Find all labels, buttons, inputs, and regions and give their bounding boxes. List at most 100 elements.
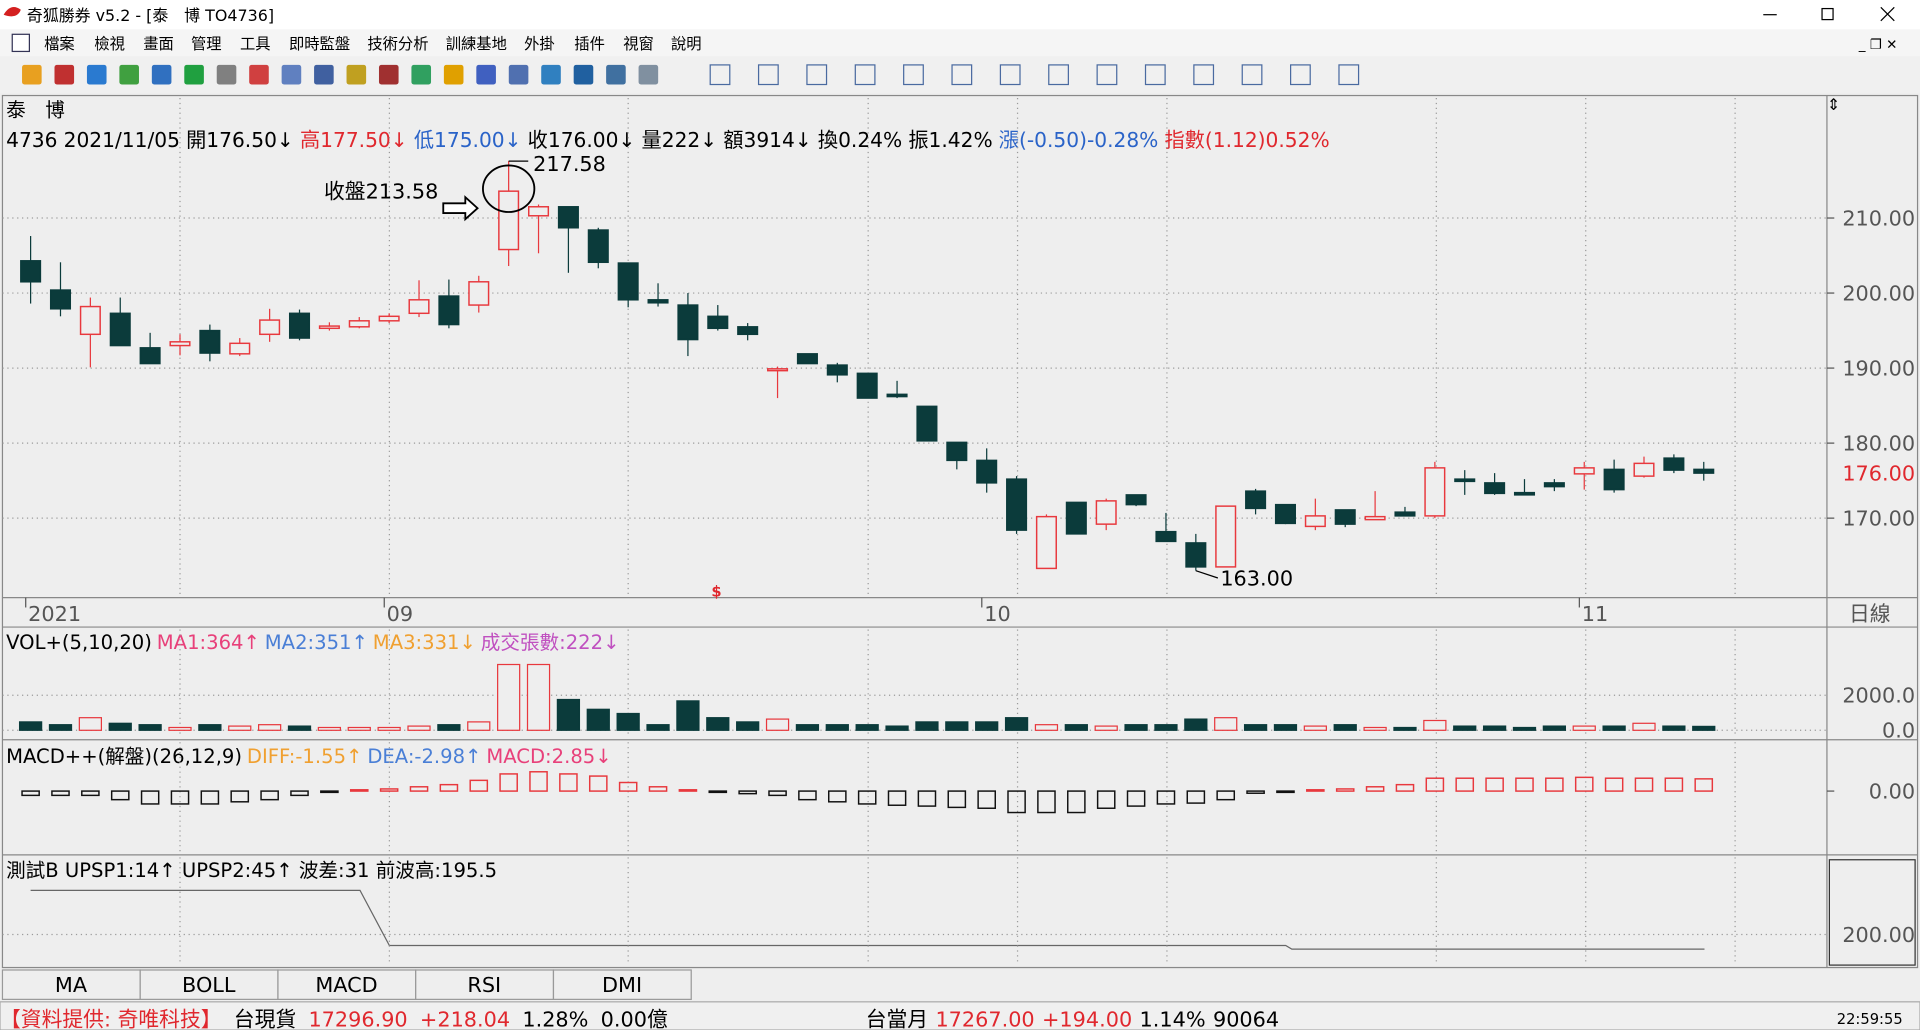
toolbar-icon[interactable] <box>86 64 107 85</box>
status-bar <box>0 1001 1920 1030</box>
toolbar-icon[interactable] <box>541 64 561 85</box>
candle-body <box>617 262 639 301</box>
menu-item[interactable]: 技術分析 <box>367 35 428 53</box>
menu-bar <box>0 29 1920 57</box>
text-segment: 開176.50↓ <box>186 128 294 152</box>
toolbar-icon[interactable] <box>411 64 432 85</box>
toolbar-icon[interactable] <box>476 64 496 85</box>
candle-body <box>1006 478 1028 531</box>
text-segment: VOL+(5,10,20) <box>6 631 152 654</box>
y-tick-label: 180.00 <box>1842 431 1915 455</box>
tab-label[interactable]: DMI <box>602 973 642 997</box>
menu-item[interactable]: 檢視 <box>94 35 125 53</box>
volume-bar <box>48 724 73 731</box>
toolbar-icon[interactable] <box>22 64 42 85</box>
toolbar-icon[interactable] <box>1338 64 1360 86</box>
toolbar-icon[interactable] <box>1144 64 1166 86</box>
volume-bar <box>138 724 162 731</box>
volume-bar <box>168 726 192 731</box>
macd-bar <box>887 790 907 806</box>
candle-body <box>796 353 818 365</box>
menu-item[interactable]: 插件 <box>574 35 605 53</box>
tab[interactable] <box>415 969 555 1000</box>
restore-button[interactable] <box>1821 7 1834 21</box>
toolbar-icon[interactable] <box>709 64 731 86</box>
close-button[interactable] <box>1880 6 1895 22</box>
toolbar-icon[interactable] <box>508 64 529 85</box>
volume-bar <box>1154 724 1178 731</box>
toolbar-icon[interactable] <box>638 64 659 85</box>
text-segment: 量222↓ <box>642 128 718 152</box>
menu-item[interactable]: 管理 <box>191 35 222 53</box>
toolbar-icon[interactable] <box>1290 64 1311 86</box>
toolbar-icon[interactable] <box>184 64 204 85</box>
candle-body <box>169 341 191 347</box>
macd-bar <box>409 786 429 792</box>
toolbar-icon[interactable] <box>119 64 139 85</box>
menu-item[interactable]: 檔案 <box>44 35 75 53</box>
volume-bar <box>437 724 461 731</box>
toolbar-icon[interactable] <box>443 64 464 85</box>
toolbar-icon[interactable] <box>1048 64 1069 86</box>
macd-bar <box>1545 777 1564 792</box>
text-segment: MA2:351↑ <box>265 631 368 654</box>
candle-body <box>139 347 161 365</box>
toolbar-icon[interactable] <box>999 64 1021 86</box>
menu-item[interactable]: 即時監盤 <box>289 35 350 53</box>
x-tick-label: 2021 <box>28 602 81 626</box>
macd-bar <box>917 790 937 807</box>
volume-bar <box>676 700 700 731</box>
toolbar-icon[interactable] <box>903 64 924 86</box>
menu-item[interactable]: 說明 <box>671 35 702 53</box>
toolbar-icon[interactable] <box>854 64 876 86</box>
menu-item[interactable]: 視窗 <box>623 35 654 53</box>
menu-item[interactable]: 工具 <box>240 35 271 53</box>
toolbar-icon[interactable] <box>757 64 779 86</box>
high-annotation: 217.58 <box>533 152 606 176</box>
tab-label[interactable]: MACD <box>315 973 377 997</box>
candle-body <box>288 312 311 339</box>
candle-body <box>1603 468 1625 491</box>
macd-bar <box>1306 789 1325 792</box>
menu-item[interactable]: 畫面 <box>143 35 174 53</box>
toolbar-icon[interactable] <box>1193 64 1215 86</box>
volume-bar <box>556 698 581 731</box>
toolbar-icon[interactable] <box>573 64 594 85</box>
toolbar-icon[interactable] <box>249 64 269 85</box>
toolbar-icon[interactable] <box>151 64 172 85</box>
toolbar-icon[interactable] <box>606 64 626 85</box>
text-segment: 低175.00↓ <box>414 128 522 152</box>
tab-label[interactable]: BOLL <box>182 973 236 997</box>
tab[interactable] <box>1 969 141 1000</box>
volume-legend: VOL+(5,10,20) MA1:364↑ MA2:351↑ MA3:331↓ 成交張… <box>6 631 619 654</box>
candle-body <box>229 342 251 355</box>
tab[interactable] <box>139 969 279 1000</box>
volume-bar <box>616 712 640 731</box>
pin-icon[interactable]: ⇕ <box>1827 95 1840 114</box>
toolbar-icon[interactable] <box>54 64 75 85</box>
menu-item[interactable]: 訓練基地 <box>446 35 507 53</box>
toolbar-icon[interactable] <box>346 64 367 85</box>
toolbar-icon[interactable] <box>806 64 828 86</box>
volume-bar <box>795 724 820 731</box>
last-price-label: 176.00 <box>1842 461 1915 485</box>
toolbar-icon[interactable] <box>281 64 302 85</box>
text-segment: 成交張數:222↓ <box>481 631 620 654</box>
toolbar-icon[interactable] <box>951 64 973 86</box>
volume-bar <box>1303 725 1327 731</box>
toolbar-icon[interactable] <box>1241 64 1263 86</box>
macd-legend: MACD++(解盤)(26,12,9) DIFF:-1.55↑ DEA:-2.98↑… <box>6 745 612 768</box>
toolbar-icon[interactable] <box>1096 64 1118 86</box>
candle-body <box>49 289 72 310</box>
toolbar-icon[interactable] <box>314 64 334 85</box>
macd-bar <box>1485 777 1504 792</box>
toolbar-icon[interactable] <box>216 64 237 85</box>
tab-label[interactable]: RSI <box>467 973 501 997</box>
tab[interactable] <box>552 969 692 1000</box>
menu-item[interactable]: 外掛 <box>524 35 555 53</box>
tab-label[interactable]: MA <box>55 973 88 997</box>
candle-body <box>647 299 669 304</box>
toolbar-icon[interactable] <box>378 64 399 85</box>
mdi-controls[interactable]: _ ❐ ✕ <box>1858 37 1898 53</box>
